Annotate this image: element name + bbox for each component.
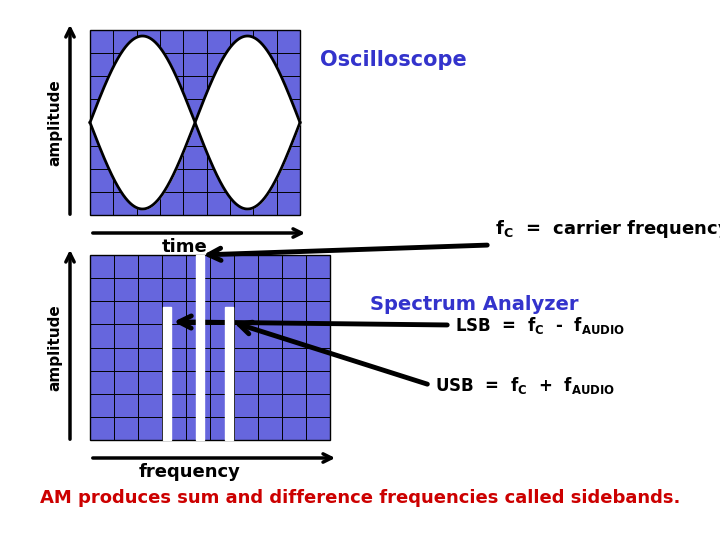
Text: Oscilloscope: Oscilloscope <box>320 50 467 70</box>
Text: time: time <box>162 238 208 256</box>
Text: frequency: frequency <box>139 463 241 481</box>
Text: AM produces sum and difference frequencies called sidebands.: AM produces sum and difference frequenci… <box>40 489 680 507</box>
Text: Spectrum Analyzer: Spectrum Analyzer <box>370 295 578 314</box>
Text: $\mathbf{f_C}$  =  carrier frequency: $\mathbf{f_C}$ = carrier frequency <box>495 218 720 240</box>
Text: amplitude: amplitude <box>48 79 63 166</box>
Bar <box>163 307 171 440</box>
Text: amplitude: amplitude <box>48 304 63 391</box>
Bar <box>225 307 233 440</box>
Bar <box>90 30 300 215</box>
Text: $\mathbf{USB}$  =  $\mathbf{f_C}$  +  $\mathbf{f_{AUDIO}}$: $\mathbf{USB}$ = $\mathbf{f_C}$ + $\math… <box>435 375 615 395</box>
Bar <box>197 255 204 440</box>
Bar <box>90 255 330 440</box>
Text: $\mathbf{LSB}$  =  $\mathbf{f_C}$  -  $\mathbf{f_{AUDIO}}$: $\mathbf{LSB}$ = $\mathbf{f_C}$ - $\math… <box>455 314 625 335</box>
